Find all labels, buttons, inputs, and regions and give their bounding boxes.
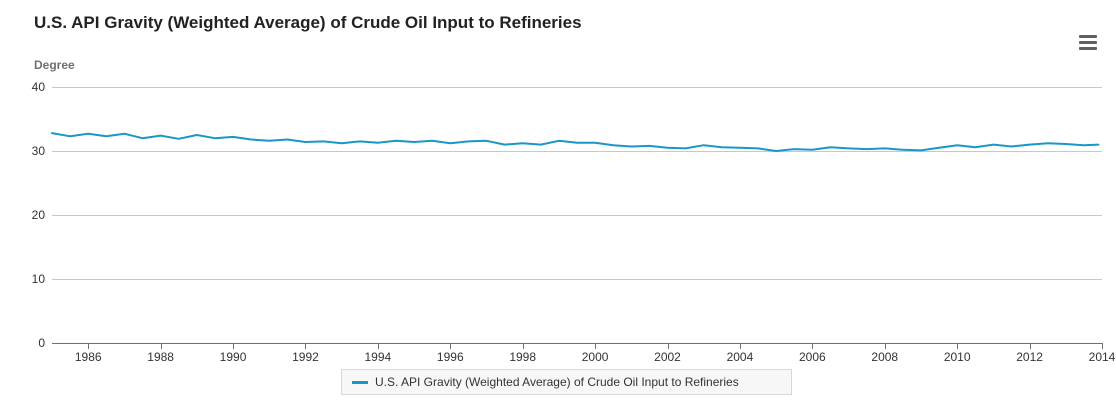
x-tick-label: 2004 (727, 350, 754, 364)
chart-menu-icon[interactable] (1077, 33, 1101, 53)
x-tick-label: 1996 (437, 350, 464, 364)
y-tick-label: 40 (32, 80, 46, 94)
series-line-0[interactable] (51, 132, 1100, 152)
x-tick-label: 1994 (365, 350, 392, 364)
chart-title: U.S. API Gravity (Weighted Average) of C… (34, 13, 582, 32)
x-tick-label: 2010 (944, 350, 971, 364)
series-layer (51, 132, 1100, 152)
legend-item[interactable]: U.S. API Gravity (Weighted Average) of C… (341, 369, 792, 395)
x-tick-label: 1992 (292, 350, 319, 364)
x-axis: 1986 1988 1990 1992 1994 1996 1998 2000 2002 2004… (52, 343, 1116, 364)
y-tick-label: 0 (38, 336, 45, 350)
x-tick-label: 2000 (582, 350, 609, 364)
legend-swatch (352, 380, 368, 384)
gridlines (52, 87, 1102, 280)
x-tick-label: 2008 (871, 350, 898, 364)
x-tick-label: 1998 (509, 350, 536, 364)
y-tick-label: 20 (32, 208, 46, 222)
x-tick-label: 1986 (75, 350, 102, 364)
x-tick-label: 2006 (799, 350, 826, 364)
y-axis-label: Degree (34, 58, 75, 72)
y-axis: 0 10 20 30 40 (32, 80, 46, 350)
x-tick-label: 2012 (1016, 350, 1043, 364)
y-tick-label: 30 (32, 144, 46, 158)
x-tick-label: 1988 (147, 350, 174, 364)
x-tick-label: 1990 (220, 350, 247, 364)
x-tick-label: 2002 (654, 350, 681, 364)
legend-label: U.S. API Gravity (Weighted Average) of C… (375, 375, 739, 389)
y-tick-label: 10 (32, 272, 46, 286)
x-tick-label: 2014 (1089, 350, 1116, 364)
